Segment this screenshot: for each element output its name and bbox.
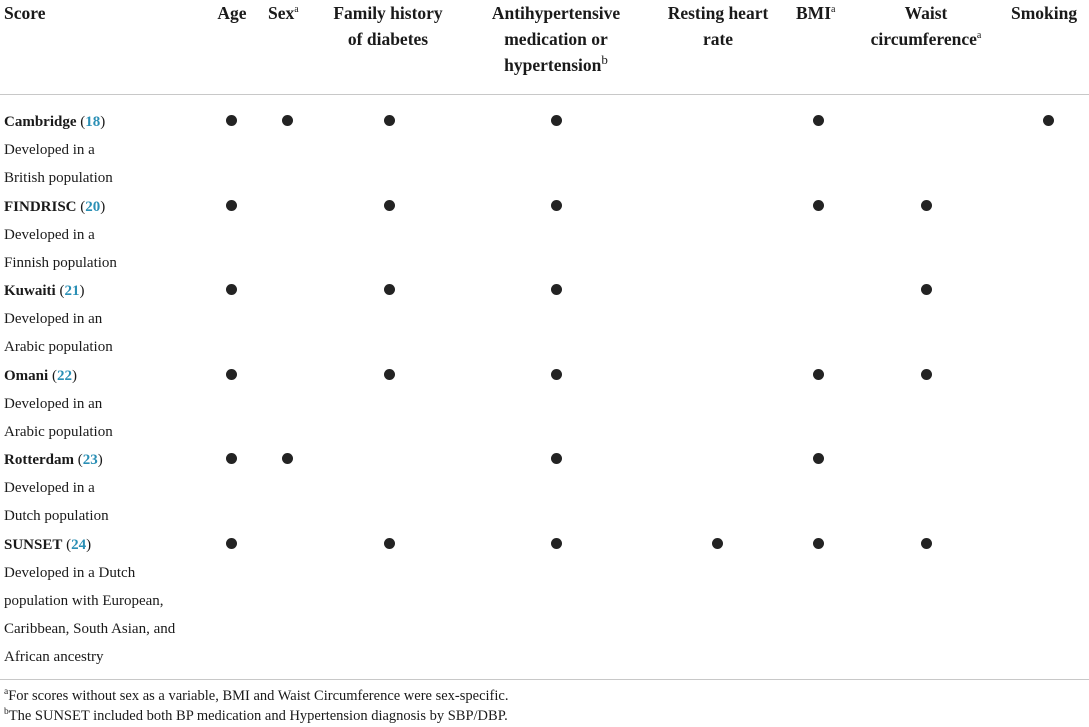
score-name: Omani (22) [4, 367, 77, 384]
header-antihypertensive: Antihypertensive medication or hypertensio… [491, 3, 621, 75]
score-title: FINDRISC [4, 198, 77, 215]
included-dot-smoking [1042, 115, 1054, 126]
included-dot-family [383, 115, 395, 126]
description-line: Developed in an [4, 395, 103, 412]
included-dot-bmi [812, 368, 824, 380]
description-line: Developed in a [4, 226, 95, 243]
included-dot-bmi [812, 537, 824, 549]
score-name: Cambridge (18) [4, 114, 106, 130]
description-line: Finnish population [4, 254, 117, 271]
header-family-history: Family history of diabetes [333, 3, 443, 49]
header-smoking: Smoking [1011, 3, 1078, 23]
included-dot-family [383, 368, 395, 380]
score-name: Rotterdam (23) [4, 452, 103, 468]
included-dot-age [225, 115, 237, 126]
included-dot-sex [281, 453, 293, 464]
description-line: Developed in a [4, 480, 95, 496]
description-line: Developed in an [4, 311, 103, 327]
table-row: Omani (22) Developed in an Arabic populati… [0, 350, 1089, 440]
reference-link[interactable]: 22 [56, 367, 72, 384]
score-name: FINDRISC (20) [4, 198, 106, 215]
score-title: SUNSET [4, 536, 63, 553]
score-description: Developed in a Dutch population with Euro… [4, 559, 204, 671]
description-line: Dutch population [4, 508, 109, 524]
included-dot-waist [920, 368, 932, 380]
reference-link[interactable]: 24 [71, 536, 87, 553]
reference-link[interactable]: 20 [85, 198, 101, 215]
included-dot-family [383, 199, 395, 211]
included-dot-waist [920, 284, 932, 295]
score-description: Developed in an Arabic population [4, 305, 204, 361]
included-dot-antihyp [550, 115, 562, 126]
included-dot-antihyp [550, 453, 562, 464]
description-line: population with European, [4, 592, 164, 609]
score-title: Omani [4, 367, 49, 384]
included-dot-waist [920, 537, 932, 549]
description-line: British population [4, 170, 113, 186]
table-row: Rotterdam (23) Developed in a Dutch popula… [0, 434, 1089, 524]
header-resting-heart-rate: Resting heart rate [667, 3, 769, 49]
score-title: Cambridge [4, 114, 77, 130]
description-line: Caribbean, South Asian, and [4, 620, 176, 637]
description-line: Arabic population [4, 339, 113, 355]
included-dot-age [225, 284, 237, 295]
table-row: FINDRISC (20) Developed in a Finnish popul… [0, 181, 1089, 271]
score-description: Developed in an Arabic population [4, 390, 204, 446]
table-row: Kuwaiti (21) Developed in an Arabic popula… [0, 265, 1089, 355]
included-dot-family [383, 537, 395, 549]
score-description: Developed in a Dutch population [4, 474, 204, 530]
score-title: Kuwaiti [4, 283, 56, 299]
reference-link[interactable]: 21 [64, 283, 80, 299]
included-dot-antihyp [550, 537, 562, 549]
header-rule [0, 94, 1089, 95]
reference-link[interactable]: 18 [85, 114, 101, 130]
included-dot-heart [711, 537, 723, 549]
header-waist-circumference: Waist circumferencea [870, 3, 982, 49]
included-dot-age [225, 537, 237, 549]
included-dot-sex [281, 115, 293, 126]
included-dot-antihyp [550, 368, 562, 380]
header-bmi: BMIa [796, 3, 836, 23]
description-line: Developed in a [4, 142, 95, 158]
included-dot-waist [920, 199, 932, 211]
score-description: Developed in a Finnish population [4, 221, 204, 277]
included-dot-antihyp [550, 199, 562, 211]
footnote-b: bThe SUNSET included both BP medication … [4, 707, 508, 724]
included-dot-age [225, 199, 237, 211]
included-dot-age [225, 368, 237, 380]
included-dot-antihyp [550, 284, 562, 295]
header-sex: Sexa [268, 3, 299, 23]
included-dot-bmi [812, 115, 824, 126]
description-line: Arabic population [4, 423, 113, 440]
included-dot-age [225, 453, 237, 464]
included-dot-bmi [812, 199, 824, 211]
description-line: African ancestry [4, 648, 104, 665]
included-dot-bmi [812, 453, 824, 464]
table-row: Cambridge (18) Developed in a British popu… [0, 96, 1089, 186]
table-row: SUNSET (24) Developed in a Dutch populatio… [0, 519, 1089, 665]
reference-link[interactable]: 23 [82, 452, 98, 468]
score-title: Rotterdam [4, 452, 74, 468]
included-dot-family [383, 284, 395, 295]
header-age: Age [217, 3, 247, 23]
footer-rule [0, 679, 1089, 680]
score-description: Developed in a British population [4, 136, 204, 192]
description-line: Developed in a Dutch [4, 564, 136, 581]
score-name: SUNSET (24) [4, 536, 92, 553]
footnote-a: aFor scores without sex as a variable, B… [4, 687, 509, 704]
header-score: Score [4, 3, 46, 23]
score-name: Kuwaiti (21) [4, 283, 85, 299]
